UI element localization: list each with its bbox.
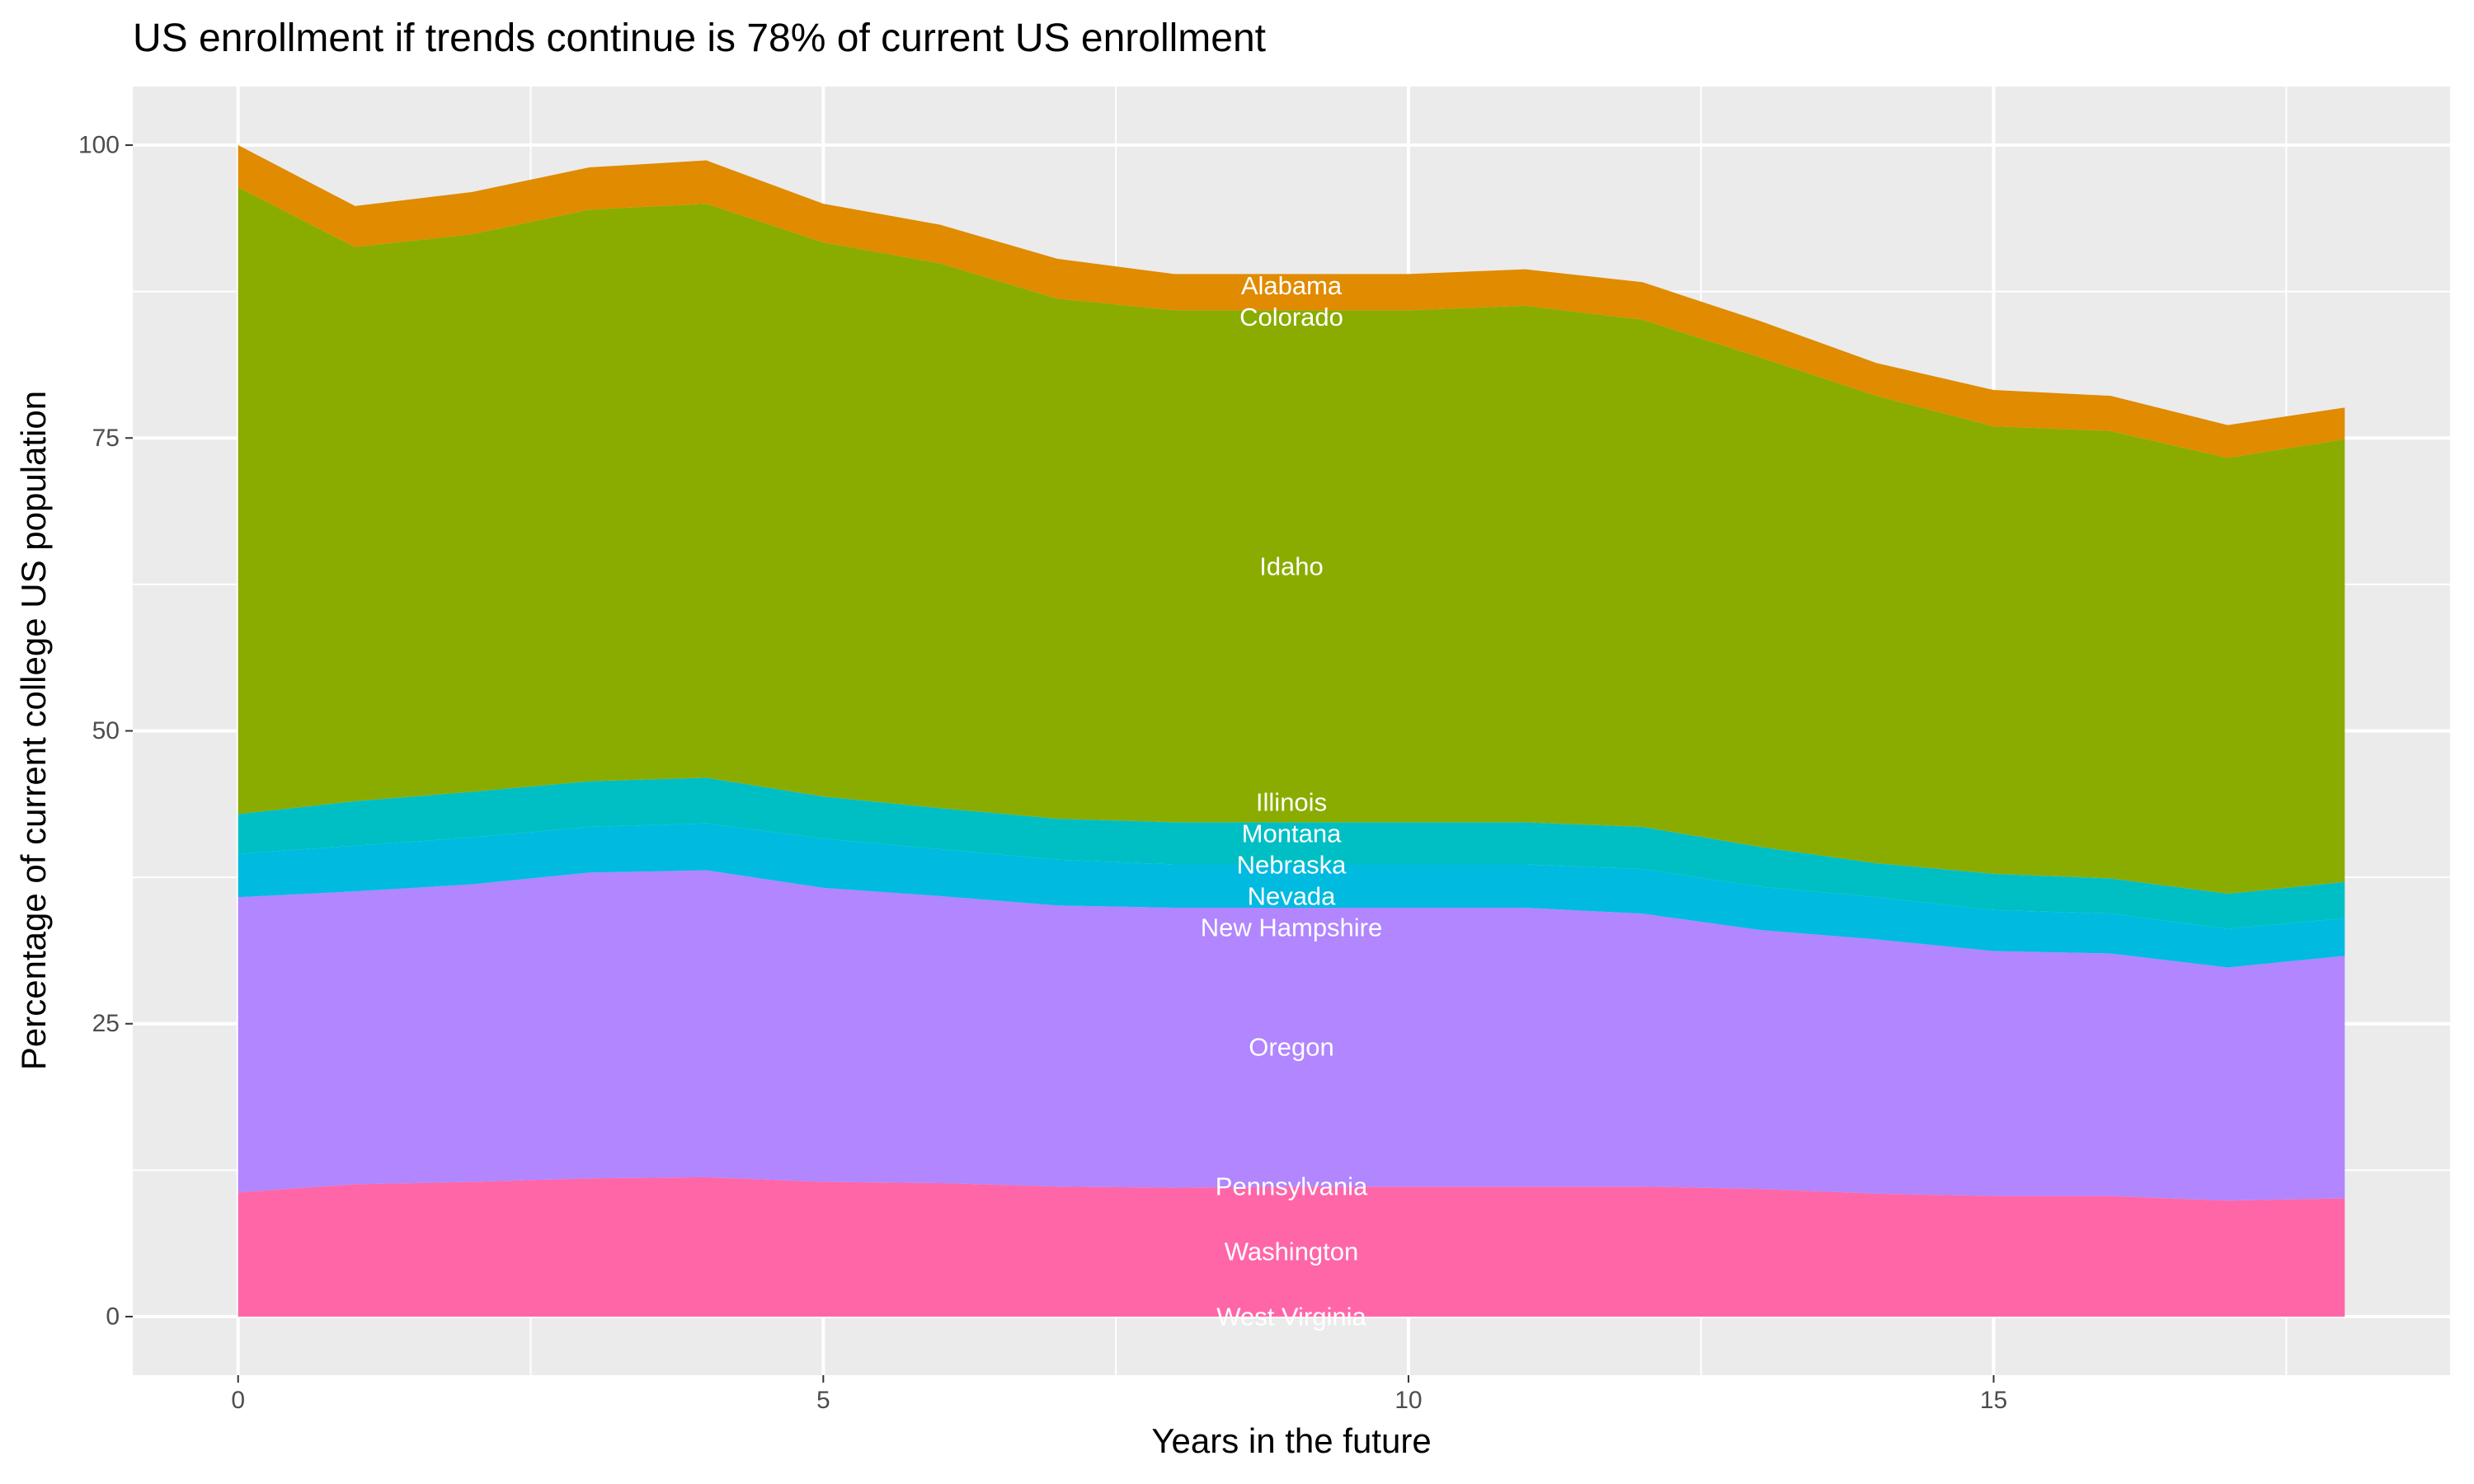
layer-label: Montana (1242, 819, 1342, 848)
y-axis-title: Percentage of current college US populat… (14, 391, 53, 1070)
x-axis-ticks: 0 5 10 15 (231, 1375, 2007, 1414)
y-axis-ticks: 0 25 50 75 100 (78, 132, 133, 1330)
layer-label: Colorado (1239, 303, 1343, 331)
chart-title: US enrollment if trends continue is 78% … (133, 16, 1266, 60)
area-oregon (238, 870, 2345, 1201)
y-tick-label: 100 (78, 132, 120, 159)
layer-label: Oregon (1249, 1033, 1333, 1062)
layer-label: West Virginia (1216, 1302, 1366, 1331)
area-washington (238, 1176, 2345, 1317)
layer-label: Washington (1225, 1237, 1359, 1266)
y-tick-label: 75 (92, 425, 120, 452)
x-axis-title: Years in the future (1151, 1421, 1431, 1460)
area-idaho (238, 187, 2345, 895)
area-montana (238, 777, 2345, 929)
layer-label: Idaho (1259, 552, 1324, 580)
x-tick-label: 15 (1980, 1387, 2007, 1414)
layer-label: Illinois (1256, 787, 1327, 816)
y-tick-label: 25 (92, 1010, 120, 1037)
x-tick-label: 5 (816, 1387, 830, 1414)
y-tick-label: 0 (106, 1303, 120, 1330)
area-nevada (238, 823, 2345, 968)
x-tick-label: 10 (1395, 1387, 1422, 1414)
area-layers (238, 145, 2345, 1317)
y-tick-label: 50 (92, 717, 120, 744)
layer-labels: Alabama Colorado Idaho Illinois MontanaNebra… (1201, 271, 1383, 1331)
x-tick-label: 0 (231, 1387, 245, 1414)
layer-label: Nebraska (1237, 850, 1347, 879)
area-alabama (238, 145, 2345, 458)
layer-label: Nevada (1248, 881, 1337, 910)
layer-label: Alabama (1241, 271, 1343, 300)
layer-label: Pennsylvania (1216, 1172, 1368, 1201)
layer-label: New Hampshire (1201, 913, 1383, 942)
